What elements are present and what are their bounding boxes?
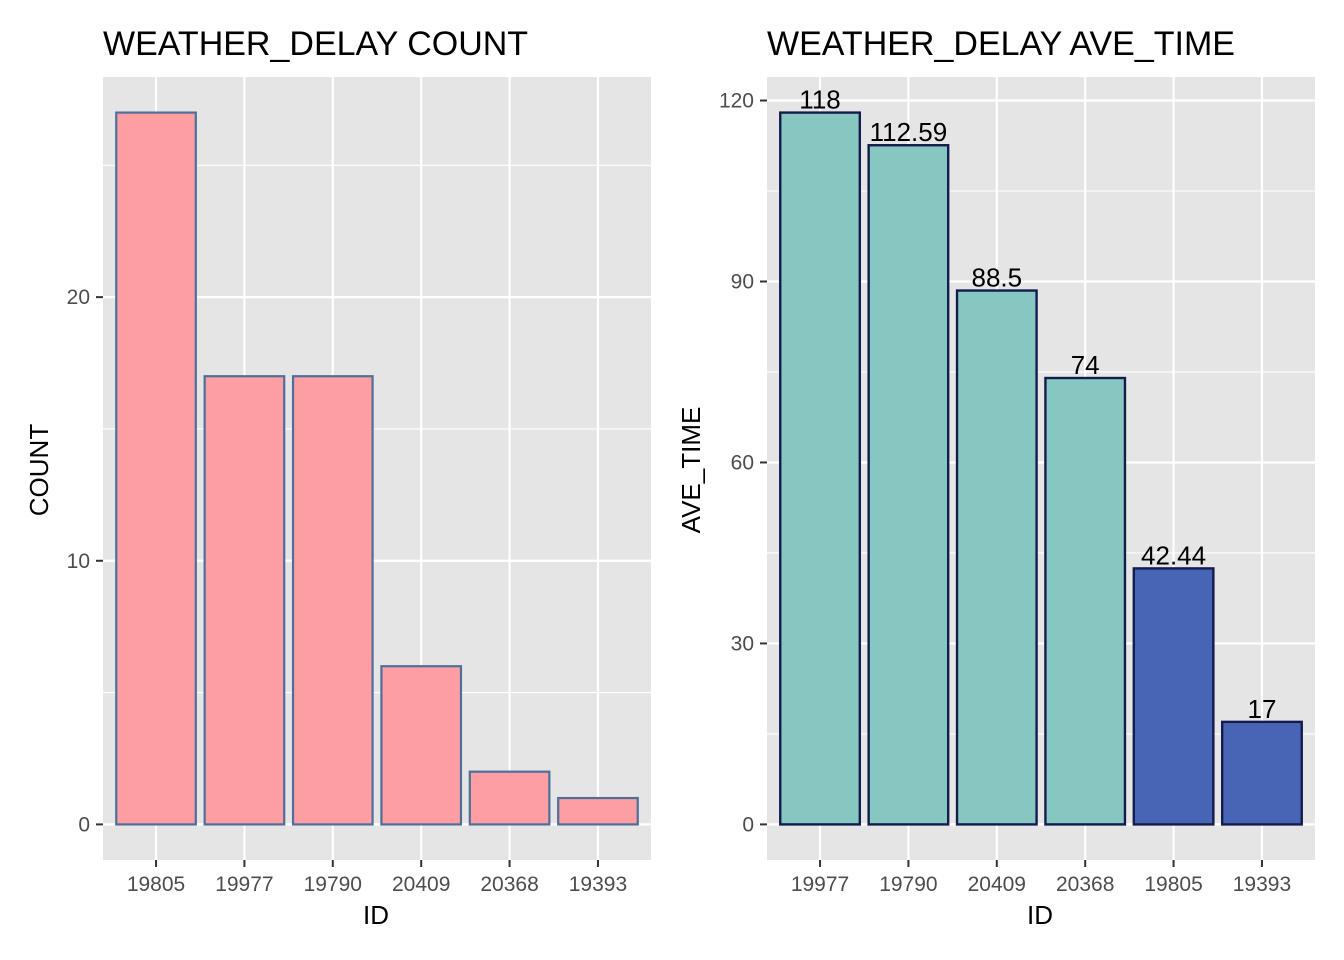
count-bar (291, 375, 374, 826)
ave-time-bar (1132, 567, 1215, 826)
ave-time-y-tick-label: 120 (719, 90, 754, 113)
ave-time-bar-value-label: 17 (1248, 694, 1277, 724)
ave-time-y-tick-label: 0 (742, 813, 754, 836)
ave-time-y-tick-label: 60 (731, 451, 754, 474)
count-x-tick-label: 19393 (569, 873, 627, 896)
ave-time-bar-value-label: 112.59 (870, 117, 948, 147)
count-y-tick-label: 10 (67, 550, 90, 573)
ave-time-bar-value-label: 42.44 (1141, 540, 1206, 570)
count-chart-title: WEATHER_DELAY COUNT (103, 25, 528, 63)
count-bar (557, 796, 639, 826)
count-bar (115, 111, 197, 826)
count-x-tick-label: 20409 (392, 873, 450, 896)
count-bar (380, 665, 463, 826)
count-x-axis-label: ID (363, 900, 389, 930)
ave-time-x-tick-label: 19977 (791, 873, 849, 896)
ave-time-x-tick-label: 19805 (1144, 873, 1202, 896)
ave-time-bar-value-label: 118 (799, 85, 840, 115)
ave-time-bar (779, 111, 862, 826)
ave-time-y-tick-label: 90 (731, 270, 754, 293)
count-chart: 0 10 20 19805 19977 19790 20409 20368 19393 WEAT… (24, 25, 651, 930)
ave-time-y-axis-label: AVE_TIME (676, 407, 706, 534)
count-x-tick-label: 20368 (480, 873, 538, 896)
count-bar (468, 770, 551, 826)
ave-time-chart-title: WEATHER_DELAY AVE_TIME (767, 25, 1235, 63)
count-y-tick-label: 0 (78, 813, 90, 836)
ave-time-bar (1220, 720, 1303, 826)
ave-time-x-axis-label: ID (1027, 900, 1053, 930)
count-y-tick-label: 20 (67, 286, 90, 309)
ave-time-bar-value-label: 88.5 (972, 263, 1023, 293)
ave-time-x-tick-label: 20409 (968, 873, 1026, 896)
ave-time-x-tick-label: 19790 (879, 873, 937, 896)
ave-time-bar (1044, 376, 1127, 826)
count-x-tick-label: 19790 (304, 873, 362, 896)
ave-time-bar (867, 144, 950, 826)
ave-time-x-tick-label: 20368 (1056, 873, 1114, 896)
count-x-tick-label: 19805 (127, 873, 185, 896)
ave-time-bar (955, 289, 1038, 826)
count-bar (203, 375, 286, 826)
count-x-tick-label: 19977 (215, 873, 273, 896)
ave-time-chart: 118 112.59 88.5 74 42.44 17 0 30 60 90 120 19977 197… (676, 25, 1315, 930)
ave-time-y-tick-label: 30 (731, 632, 754, 655)
ave-time-bar-value-label: 74 (1071, 350, 1100, 380)
count-y-axis-label: COUNT (24, 424, 54, 517)
ave-time-x-tick-label: 19393 (1233, 873, 1291, 896)
